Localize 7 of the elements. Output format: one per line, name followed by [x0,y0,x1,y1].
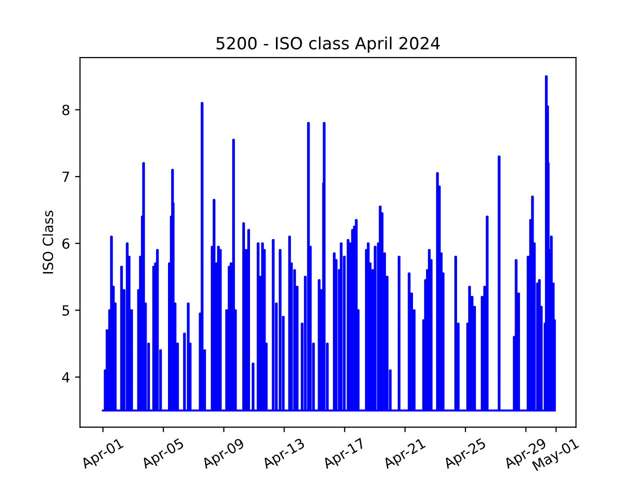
y-tick-label: 6 [62,238,70,249]
chart-title: 5200 - ISO class April 2024 [216,36,440,53]
y-tick-label: 7 [62,172,70,182]
y-axis-title: ISO Class [42,210,54,274]
y-tick-label: 5 [62,305,70,316]
y-tick-label: 4 [62,372,70,382]
y-tick-label: 8 [62,104,70,116]
